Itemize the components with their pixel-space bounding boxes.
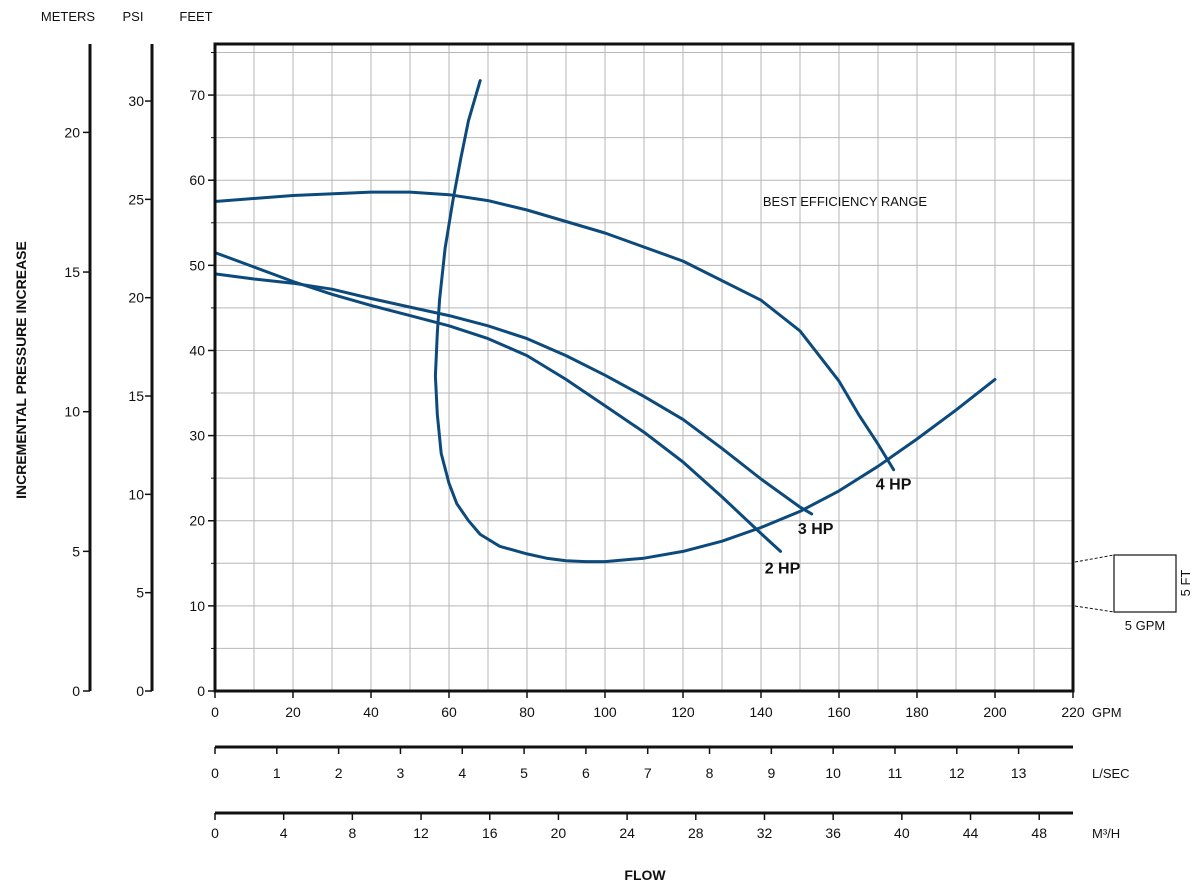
meters-tick-label: 15 xyxy=(64,264,80,280)
y-axis-title: INCREMENTAL PRESSURE INCREASE xyxy=(13,241,29,499)
lsec-tick-label: 1 xyxy=(273,765,281,781)
best-efficiency-label: BEST EFFICIENCY RANGE xyxy=(763,194,928,209)
lsec-tick-label: 4 xyxy=(458,765,466,781)
lsec-tick-label: 13 xyxy=(1011,765,1027,781)
lsec-tick-label: 6 xyxy=(582,765,590,781)
psi-tick-label: 30 xyxy=(128,93,144,109)
m3h-tick-label: 24 xyxy=(619,825,635,841)
feet-tick-label: 10 xyxy=(189,598,205,614)
m3h-tick-label: 48 xyxy=(1031,825,1047,841)
gpm-tick-label: 220 xyxy=(1061,704,1085,720)
psi-tick-label: 0 xyxy=(136,683,144,699)
meters-tick-label: 20 xyxy=(64,124,80,140)
gpm-tick-label: 120 xyxy=(671,704,695,720)
lsec-tick-label: 9 xyxy=(767,765,775,781)
lsec-tick-label: 3 xyxy=(397,765,405,781)
meters-tick-label: 0 xyxy=(72,683,80,699)
best-efficiency-curve xyxy=(433,79,997,564)
scale-leader-top xyxy=(1074,554,1115,563)
gpm-tick-label: 80 xyxy=(519,704,535,720)
gpm-tick-label: 0 xyxy=(211,704,219,720)
feet-tick-label: 30 xyxy=(189,428,205,444)
series-line-4-hp xyxy=(213,190,896,472)
gpm-tick-label: 20 xyxy=(285,704,301,720)
psi-tick-label: 5 xyxy=(136,585,144,601)
m3h-tick-label: 32 xyxy=(757,825,773,841)
gpm-tick-label: 160 xyxy=(827,704,851,720)
plot-border xyxy=(213,42,1075,693)
feet-tick-label: 40 xyxy=(189,342,205,358)
lsec-tick-label: 11 xyxy=(888,765,903,781)
series-label-2-hp: 2 HP xyxy=(765,560,801,577)
m3h-tick-label: 28 xyxy=(688,825,704,841)
m3h-unit-label: M³/H xyxy=(1092,826,1120,841)
feet-tick-label: 70 xyxy=(189,87,205,103)
series-label-4-hp: 4 HP xyxy=(876,477,912,494)
gpm-tick-label: 200 xyxy=(983,704,1007,720)
feet-unit-label: FEET xyxy=(179,9,212,24)
m3h-tick-label: 20 xyxy=(551,825,567,841)
gpm-tick-label: 140 xyxy=(749,704,773,720)
gpm-tick-label: 40 xyxy=(363,704,379,720)
m3h-tick-label: 12 xyxy=(413,825,429,841)
lsec-tick-label: 7 xyxy=(644,765,652,781)
lsec-tick-label: 5 xyxy=(520,765,528,781)
lsec-tick-label: 10 xyxy=(825,765,841,781)
grid-lines xyxy=(215,44,1073,691)
m3h-tick-label: 16 xyxy=(482,825,498,841)
scale-legend: 5 GPM 5 FT xyxy=(1074,554,1193,633)
scale-box xyxy=(1113,554,1177,613)
psi-tick-label: 10 xyxy=(128,486,144,502)
psi-tick-label: 20 xyxy=(128,290,144,306)
psi-tick-label: 15 xyxy=(128,388,144,404)
gpm-unit-label: GPM xyxy=(1092,705,1122,720)
gpm-tick-label: 100 xyxy=(593,704,617,720)
lsec-unit-label: L/SEC xyxy=(1092,766,1130,781)
m3h-tick-label: 44 xyxy=(963,825,979,841)
meters-unit-label: METERS xyxy=(41,9,96,24)
psi-unit-label: PSI xyxy=(123,9,144,24)
lsec-tick-label: 8 xyxy=(706,765,714,781)
m3h-tick-label: 4 xyxy=(280,825,288,841)
series-label-3-hp: 3 HP xyxy=(798,521,834,538)
series-line-2-hp xyxy=(213,251,782,553)
feet-tick-label: 0 xyxy=(197,683,205,699)
lsec-tick-label: 2 xyxy=(335,765,343,781)
gpm-tick-label: 180 xyxy=(905,704,929,720)
scale-leader-bottom xyxy=(1074,605,1115,613)
m3h-tick-label: 40 xyxy=(894,825,910,841)
scale-box-width-label: 5 GPM xyxy=(1125,618,1165,633)
m3h-tick-label: 36 xyxy=(825,825,841,841)
meters-tick-label: 5 xyxy=(72,543,80,559)
lsec-tick-label: 12 xyxy=(949,765,965,781)
gpm-tick-label: 60 xyxy=(441,704,457,720)
plot-frame xyxy=(213,42,1075,693)
series-line-3-hp xyxy=(213,272,814,516)
curves: 4 HP 3 HP 2 HP xyxy=(213,79,997,577)
meters-tick-label: 10 xyxy=(64,404,80,420)
lsec-tick-label: 0 xyxy=(211,765,219,781)
m3h-tick-label: 8 xyxy=(348,825,356,841)
feet-tick-label: 20 xyxy=(189,513,205,529)
x-axis-title: FLOW xyxy=(624,867,666,883)
feet-tick-label: 50 xyxy=(189,257,205,273)
psi-tick-label: 25 xyxy=(128,191,144,207)
feet-tick-label: 60 xyxy=(189,172,205,188)
scale-box-height-label: 5 FT xyxy=(1178,570,1193,597)
m3h-tick-label: 0 xyxy=(211,825,219,841)
